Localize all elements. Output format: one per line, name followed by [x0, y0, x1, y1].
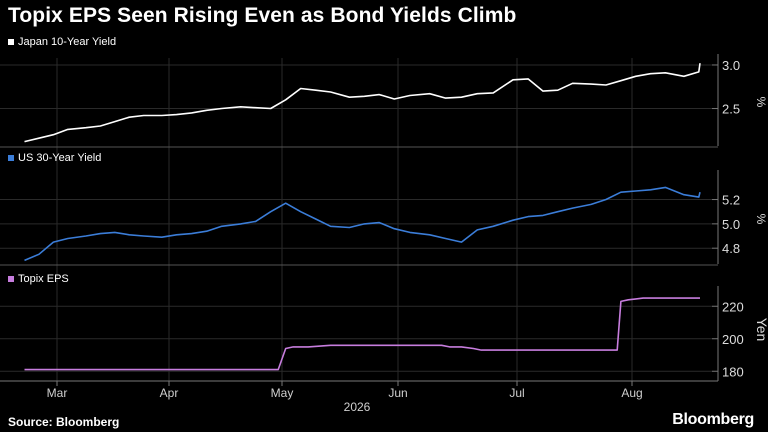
- y-tick-label: 220: [722, 299, 744, 314]
- legend-label: Japan 10-Year Yield: [18, 36, 116, 48]
- month-label-apr: Apr: [160, 386, 179, 400]
- legend-label: US 30-Year Yield: [18, 152, 101, 164]
- month-label-may: May: [271, 386, 294, 400]
- month-label-mar: Mar: [47, 386, 68, 400]
- legend-swatch: [8, 155, 14, 161]
- legend-label: Topix EPS: [18, 273, 69, 285]
- month-label-jul: Jul: [509, 386, 524, 400]
- y-tick-label: 5.0: [722, 217, 740, 232]
- y-tick-label: 4.8: [722, 241, 740, 256]
- unit-label: %: [754, 97, 768, 108]
- month-label-aug: Aug: [621, 386, 642, 400]
- month-label-jun: Jun: [388, 386, 407, 400]
- legend-swatch: [8, 39, 14, 45]
- source-note: Source: Bloomberg: [8, 415, 120, 429]
- legend-swatch: [8, 276, 14, 282]
- chart-title: Topix EPS Seen Rising Even as Bond Yield…: [8, 4, 517, 27]
- series-line-2: [24, 297, 700, 371]
- year-label: 2026: [344, 400, 371, 414]
- y-tick-label: 2.5: [722, 102, 740, 117]
- series-line-0: [24, 63, 701, 143]
- y-tick-label: 180: [722, 364, 744, 379]
- y-tick-label: 3.0: [722, 58, 740, 73]
- unit-label: %: [754, 214, 768, 225]
- y-tick-label: 200: [722, 332, 744, 347]
- series-line-1: [24, 186, 701, 262]
- y-tick-label: 5.2: [722, 193, 740, 208]
- unit-label: Yen: [754, 318, 768, 342]
- bloomberg-logo: Bloomberg: [672, 411, 754, 428]
